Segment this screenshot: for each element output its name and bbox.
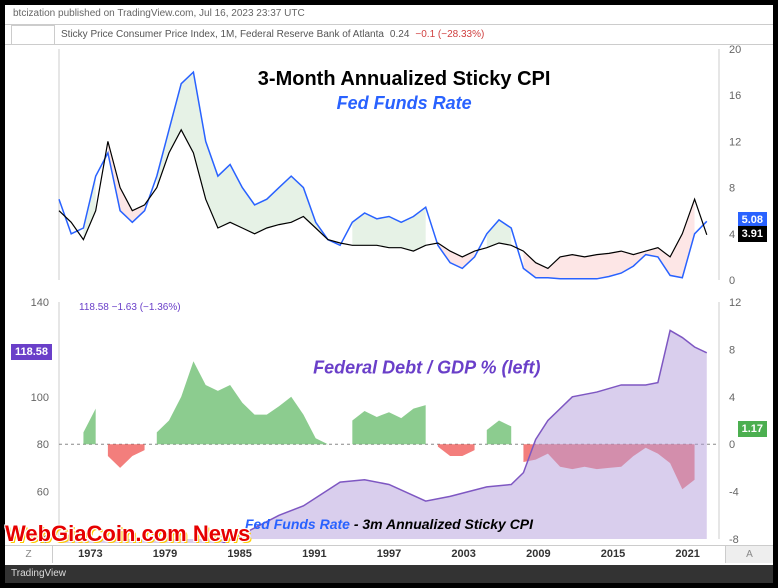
svg-text:Fed Funds Rate - 3m Annualized: Fed Funds Rate - 3m Annualized Sticky CP… [245, 516, 534, 532]
svg-text:-4: -4 [729, 487, 739, 499]
svg-text:0: 0 [729, 439, 735, 451]
panel-bottom[interactable]: 406080100120140-8-404812118.58 −1.63 (−1… [11, 294, 767, 543]
svg-text:118.58 −1.63 (−1.36%): 118.58 −1.63 (−1.36%) [79, 302, 181, 313]
zoom-button[interactable]: Z [5, 546, 53, 563]
svg-text:-8: -8 [729, 534, 739, 543]
spread-value-tag: 1.17 [738, 421, 767, 437]
chart-source-header: btcization published on TradingView.com,… [5, 5, 773, 25]
svg-text:Fed Funds Rate: Fed Funds Rate [337, 93, 472, 113]
panel-top[interactable]: 0 4 8 12 16 20 3-Month Annualized Sticky CPI Fe… [11, 45, 767, 284]
svg-text:60: 60 [37, 487, 49, 499]
svg-text:80: 80 [37, 439, 49, 451]
svg-text:8: 8 [729, 183, 735, 195]
svg-text:140: 140 [31, 297, 49, 309]
sticky-cpi-value-tag: 3.91 [738, 226, 767, 242]
time-axis: Z 197319791985199119972003200920152021 A [5, 545, 773, 563]
svg-text:16: 16 [729, 90, 741, 102]
time-axis-labels: 197319791985199119972003200920152021 [53, 546, 725, 563]
auto-scale-button[interactable]: A [725, 546, 773, 563]
footer-brand: TradingView [5, 565, 773, 583]
svg-text:4: 4 [729, 392, 735, 404]
svg-text:Federal Debt / GDP % (left): Federal Debt / GDP % (left) [313, 358, 540, 378]
svg-text:8: 8 [729, 344, 735, 356]
svg-text:12: 12 [729, 136, 741, 148]
svg-text:100: 100 [31, 392, 49, 404]
watermark-overlay: WebGiaCoin.com News [5, 521, 250, 547]
symbol-tool-button[interactable] [11, 25, 55, 45]
debt-gdp-value-tag: 118.58 [11, 344, 52, 360]
svg-text:20: 20 [729, 45, 741, 56]
symbol-change: −0.1 (−28.33%) [415, 29, 484, 40]
symbol-info-bar: Sticky Price Consumer Price Index, 1M, F… [5, 25, 773, 45]
symbol-value: 0.24 [390, 29, 409, 40]
svg-text:0: 0 [729, 275, 735, 284]
svg-text:12: 12 [729, 297, 741, 309]
svg-text:3-Month Annualized Sticky CPI: 3-Month Annualized Sticky CPI [258, 68, 551, 90]
chart-panels: 0 4 8 12 16 20 3-Month Annualized Sticky CPI Fe… [11, 45, 767, 543]
symbol-name: Sticky Price Consumer Price Index, 1M, F… [61, 29, 384, 40]
svg-text:4: 4 [729, 229, 735, 241]
chart-container: btcization published on TradingView.com,… [0, 0, 778, 588]
